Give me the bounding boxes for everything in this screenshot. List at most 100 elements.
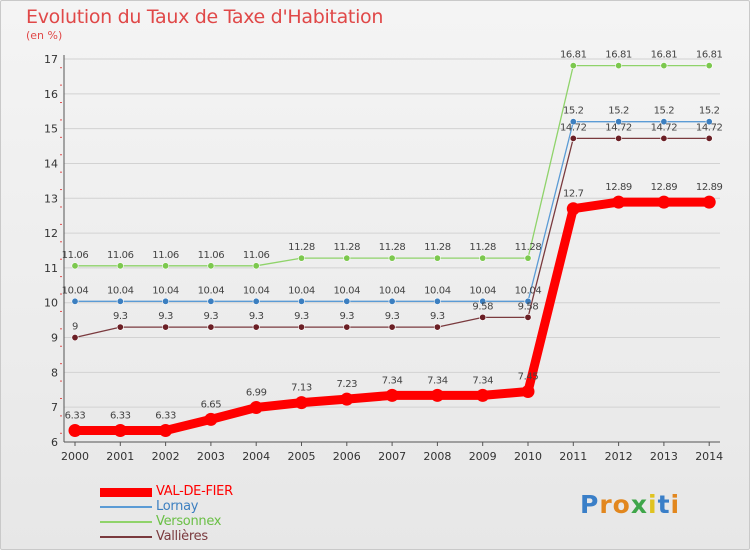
proxiti-logo: Proxiti (580, 490, 680, 519)
data-label: 10.04 (107, 285, 134, 296)
data-point (615, 118, 623, 126)
y-tick-label: 15 (44, 123, 58, 136)
data-label: 11.06 (243, 250, 270, 261)
logo-letter: t (657, 490, 671, 519)
data-point (68, 424, 82, 438)
data-label: 7.23 (336, 379, 357, 390)
data-point (252, 262, 260, 270)
chart-title: Evolution du Taux de Taxe d'Habitation (26, 6, 384, 28)
data-label: 9.3 (158, 311, 173, 322)
data-point (702, 195, 716, 209)
data-label: 10.04 (198, 285, 225, 296)
data-label: 14.72 (696, 122, 723, 133)
data-point (207, 297, 215, 305)
legend-swatch (100, 488, 152, 497)
y-tick-label: 9 (51, 332, 58, 345)
data-label: 6.65 (201, 399, 222, 410)
data-label: 9.3 (204, 311, 219, 322)
x-tick-label: 2012 (605, 450, 633, 463)
data-point (569, 134, 577, 142)
data-point (340, 392, 354, 406)
y-tick-label: 12 (44, 227, 58, 240)
data-point (705, 118, 713, 126)
data-point (705, 134, 713, 142)
data-label: 11.28 (379, 242, 406, 253)
data-point (569, 62, 577, 70)
legend-item: Lornay (100, 499, 300, 514)
data-point (388, 254, 396, 262)
y-tick-label: 11 (44, 262, 58, 275)
y-tick-label: 10 (44, 297, 58, 310)
data-point (388, 323, 396, 331)
legend: VAL-DE-FIER Lornay Versonnex Vallières (100, 484, 300, 544)
data-label: 15.2 (654, 106, 675, 117)
data-point (116, 297, 124, 305)
data-point (660, 118, 668, 126)
data-label: 9.58 (472, 301, 493, 312)
data-point (116, 262, 124, 270)
data-label: 14.72 (560, 122, 587, 133)
data-label: 9.58 (518, 301, 539, 312)
data-label: 9.3 (339, 311, 354, 322)
data-point (479, 313, 487, 321)
data-point (162, 323, 170, 331)
data-point (660, 62, 668, 70)
data-label: 9.3 (249, 311, 264, 322)
data-label: 10.04 (515, 285, 542, 296)
data-label: 6.33 (110, 411, 131, 422)
data-label: 14.72 (605, 122, 632, 133)
data-label: 10.04 (152, 285, 179, 296)
x-tick-label: 2014 (695, 450, 723, 463)
data-label: 11.28 (333, 242, 360, 253)
data-label: 11.06 (107, 250, 134, 261)
data-point (252, 297, 260, 305)
data-label: 16.81 (696, 50, 723, 61)
legend-label: Lornay (156, 499, 199, 514)
data-point (433, 297, 441, 305)
data-point (343, 323, 351, 331)
data-label: 10.04 (379, 285, 406, 296)
data-label: 9.3 (113, 311, 128, 322)
data-point (479, 297, 487, 305)
data-label: 7.45 (518, 372, 539, 383)
data-point (297, 297, 305, 305)
data-label: 12.7 (563, 189, 584, 200)
data-label: 16.81 (560, 50, 587, 61)
y-tick-label: 17 (44, 53, 58, 66)
legend-swatch (100, 536, 152, 538)
legend-swatch (100, 521, 152, 523)
legend-item: VAL-DE-FIER (100, 484, 300, 499)
data-point (612, 195, 626, 209)
data-label: 6.33 (155, 411, 176, 422)
data-point (479, 254, 487, 262)
data-point (430, 388, 444, 402)
data-point (524, 254, 532, 262)
data-point (204, 412, 218, 426)
data-point (162, 297, 170, 305)
data-label: 11.28 (515, 242, 542, 253)
y-tick-label: 13 (44, 192, 58, 205)
data-label: 12.89 (605, 182, 632, 193)
y-tick-label: 7 (51, 401, 58, 414)
data-label: 9 (72, 322, 78, 333)
data-point (116, 323, 124, 331)
y-tick-label: 6 (51, 436, 58, 449)
logo-letter: o (612, 490, 631, 519)
y-tick-label: 8 (51, 366, 58, 379)
x-tick-label: 2009 (469, 450, 497, 463)
data-label: 15.2 (563, 106, 584, 117)
data-label: 11.06 (198, 250, 225, 261)
data-point (615, 62, 623, 70)
data-point (343, 297, 351, 305)
data-point (524, 297, 532, 305)
data-label: 12.89 (696, 182, 723, 193)
series-line-valli-res (74, 137, 710, 339)
series-line-versonnex (74, 64, 710, 267)
legend-label: VAL-DE-FIER (156, 484, 233, 499)
chart-subtitle: (en %) (26, 29, 63, 42)
logo-letter: i (648, 490, 658, 519)
data-label: 10.04 (333, 285, 360, 296)
data-point (524, 313, 532, 321)
